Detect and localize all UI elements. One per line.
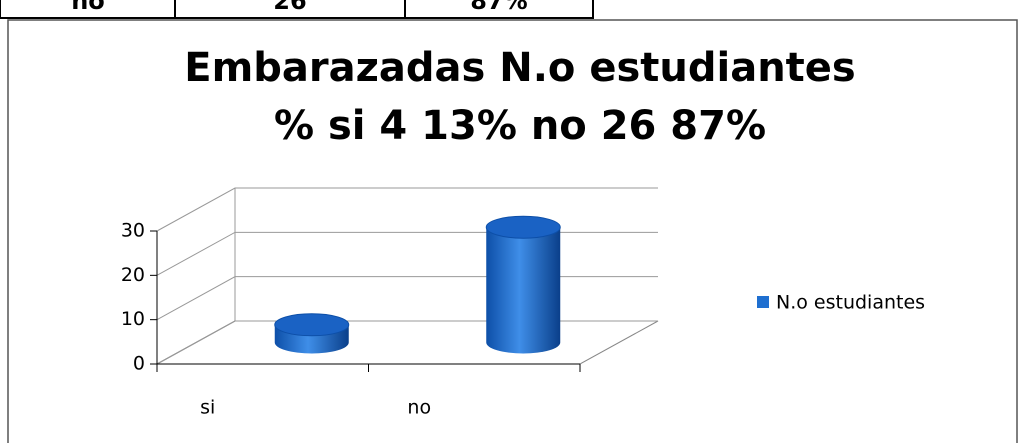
table-row	[0, 0, 594, 19]
x-tick-label: no	[407, 397, 431, 419]
y-tick-label: 0	[133, 353, 145, 375]
x-tick-label: si	[200, 397, 215, 419]
grid-line	[156, 231, 658, 276]
cylinder-top	[274, 313, 350, 337]
grid-line	[156, 320, 658, 365]
cylinder-top	[485, 215, 561, 239]
cylinder	[486, 227, 561, 354]
chart-title: Embarazadas N.o estudiantes	[184, 45, 855, 91]
chart-title: % si 4 13% no 26 87%	[274, 103, 766, 149]
floor	[156, 320, 659, 365]
grid-line	[156, 187, 658, 232]
y-tick-label: 30	[121, 220, 145, 242]
table-cell: 87%	[470, 0, 527, 15]
table-cell: 26	[273, 0, 306, 15]
y-tick-label: 10	[121, 308, 145, 330]
grid-line	[156, 276, 658, 321]
table-cell: no	[71, 0, 105, 15]
axis-wall	[156, 188, 236, 365]
chart-frame	[7, 19, 1018, 443]
legend-swatch	[757, 296, 769, 308]
legend-label: N.o estudiantes	[776, 292, 925, 314]
y-tick-label: 20	[121, 264, 145, 286]
